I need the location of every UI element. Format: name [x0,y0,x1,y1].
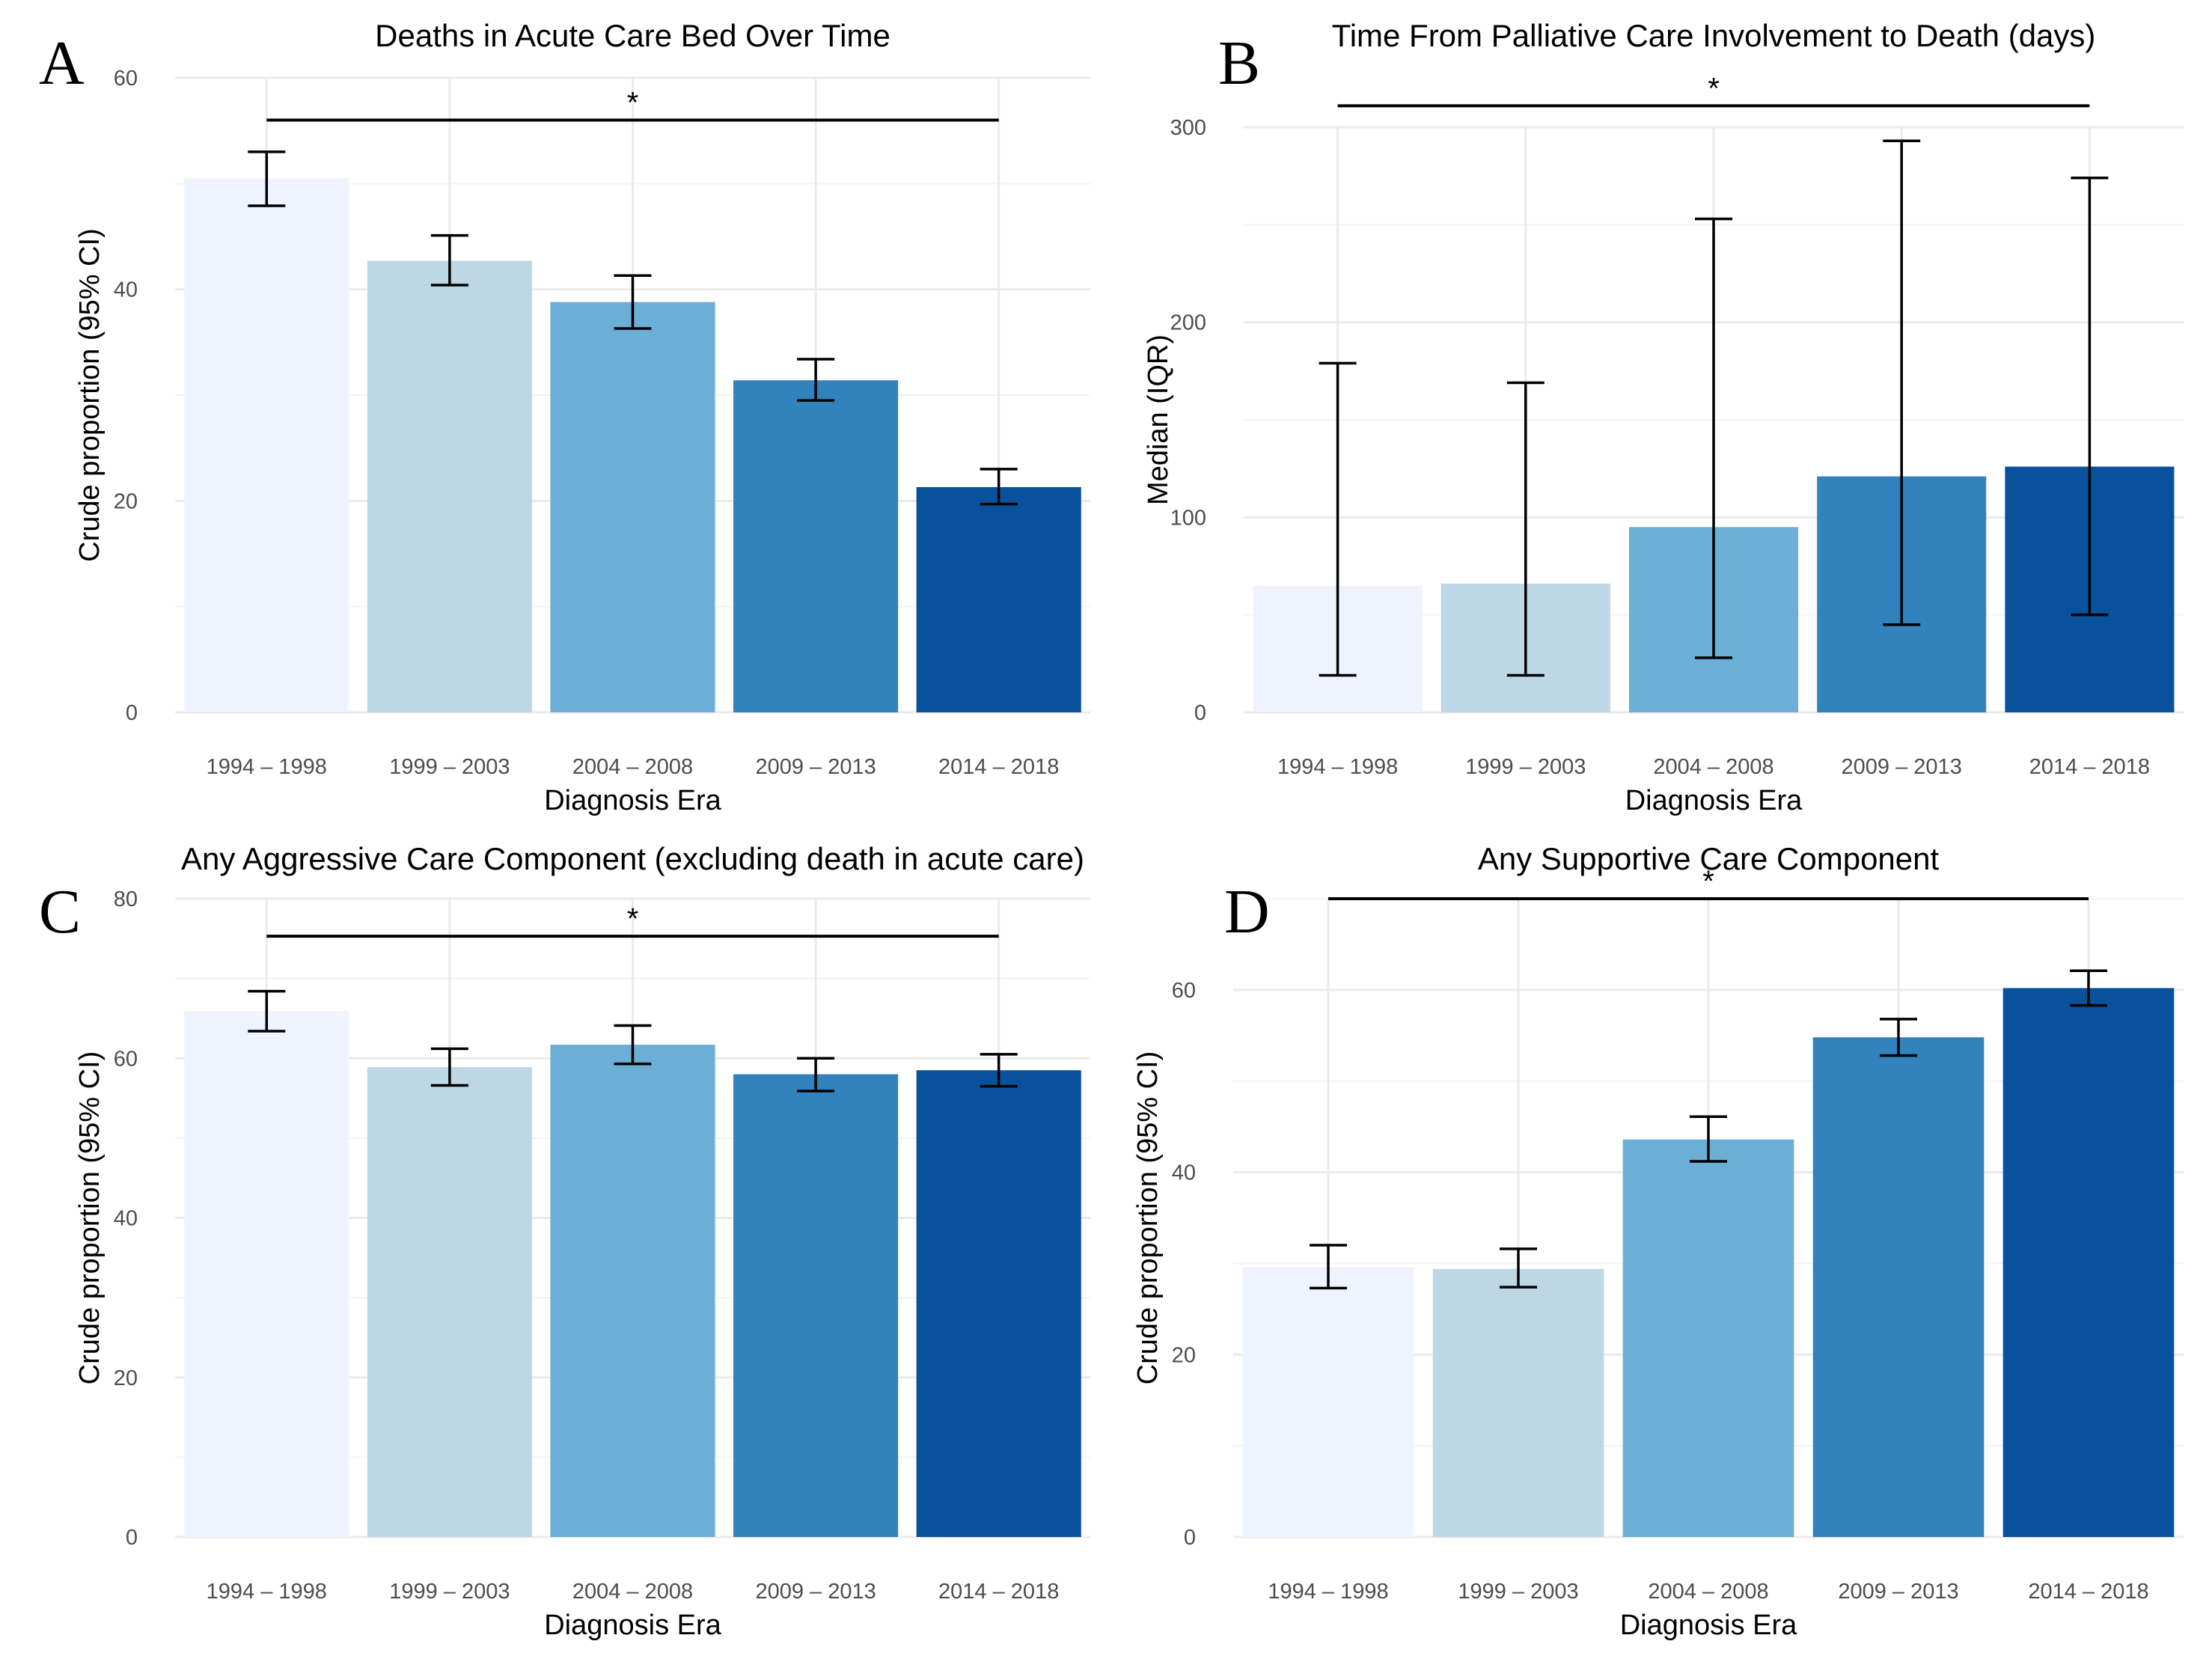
error-bar [1319,361,1357,677]
significance-marker: * [1702,865,1714,898]
bar [367,260,532,712]
panel-title: Time From Palliative Care Involvement to… [1332,18,2096,53]
error-bar [980,1053,1018,1088]
x-tick-label: 1994 – 1998 [1268,1580,1388,1604]
x-tick-label: 2004 – 2008 [572,755,693,779]
y-tick-label: 40 [1172,1161,1196,1185]
bar [733,380,899,712]
error-bar [1310,1244,1347,1290]
significance-marker: * [1708,72,1720,105]
x-tick-label: 2009 – 2013 [755,755,876,779]
y-tick-label: 40 [114,1207,138,1231]
y-axis-title: Crude proportion (95% CI) [74,1051,106,1385]
error-bar [797,1057,835,1093]
panel-letter: A [39,28,85,98]
error-bar [1506,381,1545,677]
y-tick-label: 20 [1172,1343,1196,1367]
x-tick-label: 1999 – 2003 [389,1580,510,1604]
panel-d: 0 20 40 60 1994 – 1998 1999 – 2003 2004 – 2008… [1132,841,2184,1641]
bar [916,486,1081,712]
x-tick-label: 2009 – 2013 [755,1580,876,1604]
y-tick-label: 60 [114,67,138,91]
error-bar [1500,1247,1537,1289]
y-axis-title: Median (IQR) [1143,334,1174,505]
error-bar [614,274,652,330]
significance-marker: * [627,902,639,935]
x-tick-label: 2004 – 2008 [572,1580,693,1604]
bar [1432,1268,1604,1537]
y-axis-title: Crude proportion (95% CI) [74,228,106,562]
bar [916,1070,1081,1537]
x-tick-label: 1999 – 2003 [389,755,510,779]
y-tick-label: 0 [1184,1526,1196,1550]
x-tick-label: 1999 – 2003 [1465,755,1586,779]
x-axis-title: Diagnosis Era [1625,785,1803,816]
panel-b: 0 100 200 300 1994 – 1998 1999 – 2003 2004 – 2… [1143,18,2184,816]
error-bar [980,468,1018,506]
y-tick-label: 60 [114,1047,138,1071]
y-tick-label: 60 [1172,979,1196,1003]
x-tick-label: 2014 – 2018 [938,755,1059,779]
panel-letter: B [1218,28,1260,98]
bar [1242,1267,1414,1537]
bar [550,1045,715,1537]
error-bar [2071,177,2109,617]
y-tick-label: 40 [114,278,138,302]
bar [1812,1037,1985,1537]
y-tick-label: 0 [126,701,138,725]
error-bar [1690,1115,1727,1163]
bar [367,1066,532,1537]
x-tick-label: 2014 – 2018 [938,1580,1059,1604]
x-tick-label: 2014 – 2018 [2028,1580,2148,1604]
error-bar [248,989,286,1033]
y-tick-label: 300 [1170,116,1206,140]
bar [733,1074,899,1537]
y-tick-label: 20 [114,489,138,513]
y-tick-label: 100 [1170,506,1206,530]
x-tick-label: 2009 – 2013 [1842,755,1962,779]
error-bar [1880,1018,1917,1057]
y-axis-title: Crude proportion (95% CI) [1132,1051,1164,1385]
x-tick-label: 1999 – 2003 [1458,1580,1578,1604]
error-bar [248,150,286,207]
bar [1622,1139,1794,1537]
error-bar [1695,217,1732,659]
y-tick-label: 0 [126,1526,138,1550]
error-bar [2070,969,2107,1007]
x-tick-label: 1994 – 1998 [1277,755,1398,779]
bar [184,178,349,712]
error-bar [614,1024,652,1066]
error-bar [797,358,835,402]
y-tick-label: 200 [1170,311,1206,335]
x-tick-label: 1994 – 1998 [207,755,327,779]
panel-title: Deaths in Acute Care Bed Over Time [375,18,890,53]
error-bar [430,1047,468,1087]
error-bar [430,233,468,287]
x-tick-label: 2004 – 2008 [1648,1580,1768,1604]
panel-letter: D [1224,877,1270,947]
x-axis-title: Diagnosis Era [1620,1610,1797,1641]
panel-a: 0 20 40 60 1994 – 1998 1999 – 2003 2004 – 2008… [39,18,1090,816]
bar [184,1011,349,1537]
error-bar [1883,139,1921,626]
y-tick-label: 0 [1194,701,1206,725]
y-tick-label: 80 [114,887,138,911]
bar [550,302,715,712]
panel-title: Any Supportive Care Component [1478,841,1940,876]
y-tick-label: 20 [114,1366,138,1390]
x-tick-label: 2014 – 2018 [2029,755,2150,779]
x-axis-title: Diagnosis Era [544,1610,721,1641]
panel-letter: C [39,877,81,947]
x-axis-title: Diagnosis Era [544,785,721,816]
significance-marker: * [627,87,639,120]
panel-c: 0 20 40 60 80 1994 – 1998 1999 – 2003 2004 – 20… [39,841,1090,1641]
x-tick-label: 2009 – 2013 [1838,1580,1958,1604]
x-tick-label: 2004 – 2008 [1653,755,1773,779]
x-tick-label: 1994 – 1998 [207,1580,327,1604]
bar [2002,988,2175,1537]
panel-title: Any Aggressive Care Component (excluding… [181,841,1084,876]
